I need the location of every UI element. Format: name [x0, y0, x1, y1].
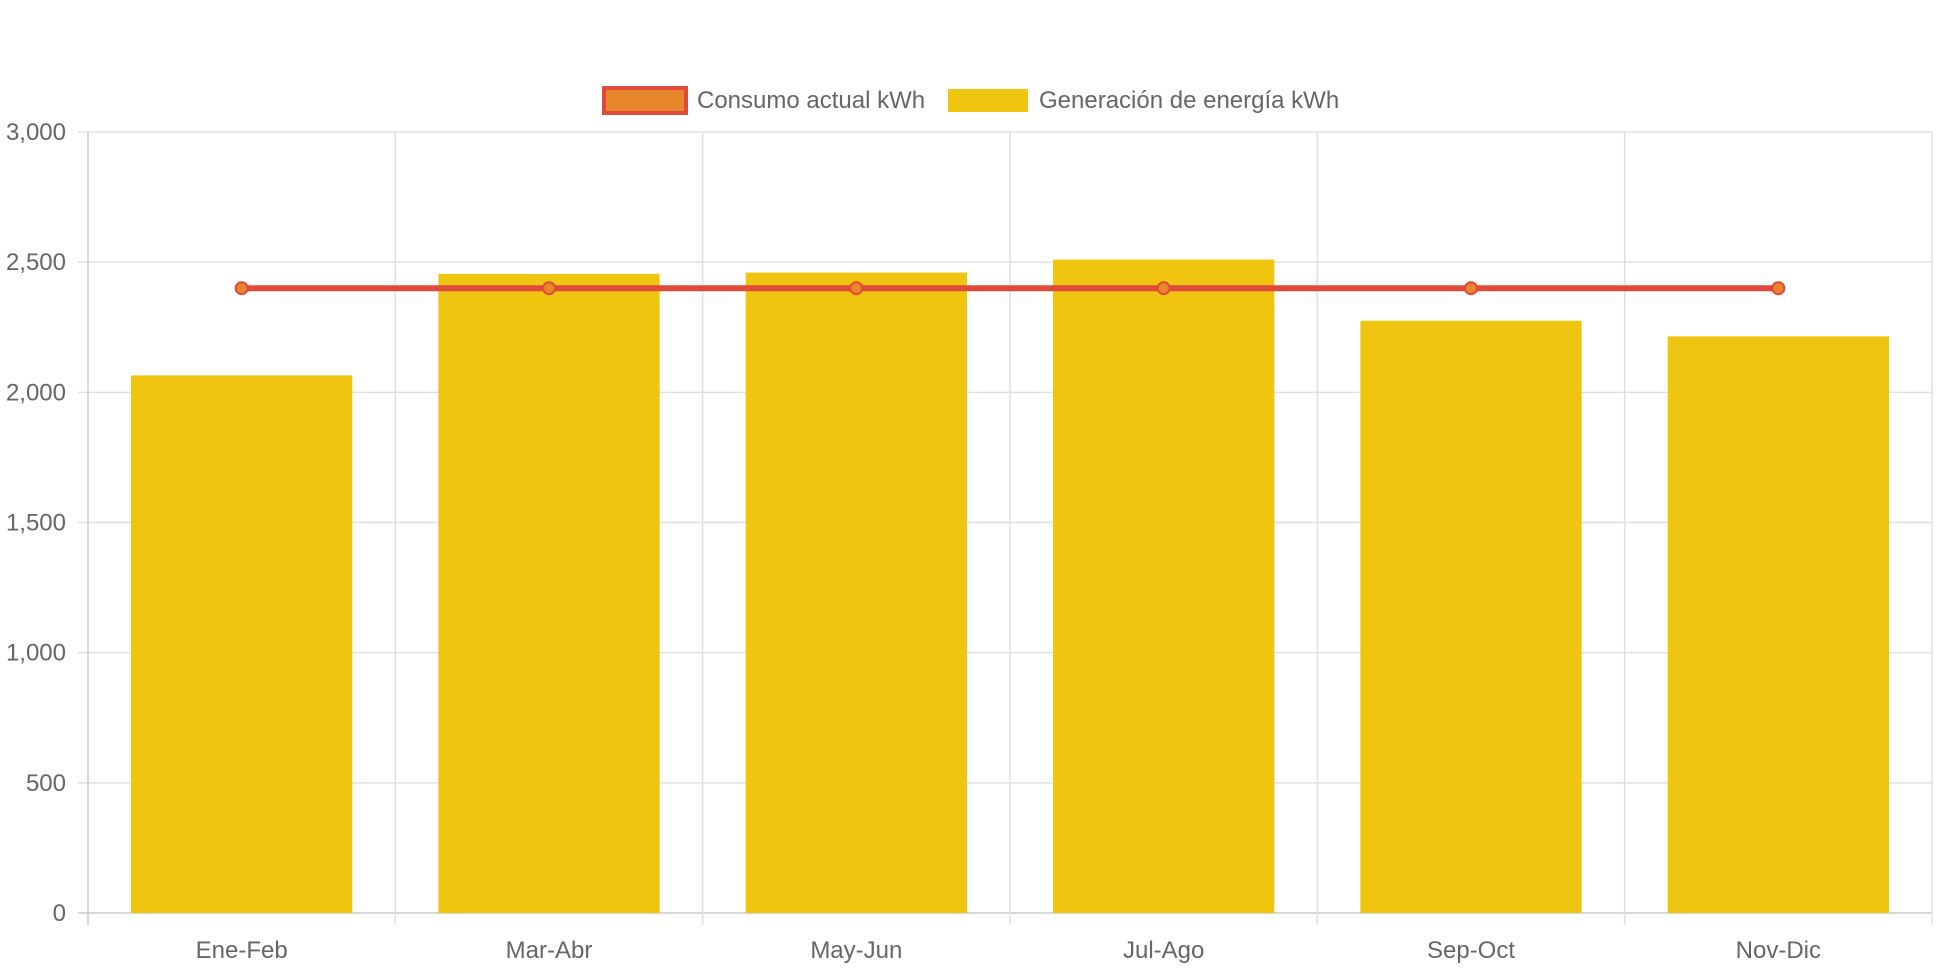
legend-swatch-consumo — [602, 86, 688, 115]
bar-generacion[interactable] — [131, 375, 353, 914]
x-tick-label: Mar-Abr — [506, 937, 593, 964]
y-tick-label: 1,500 — [6, 510, 66, 537]
y-tick-label: 500 — [26, 770, 66, 797]
legend-swatch-generacion — [948, 89, 1028, 112]
y-tick-label: 2,500 — [6, 249, 66, 276]
bar-generacion[interactable] — [745, 272, 967, 914]
y-tick-label: 2,000 — [6, 379, 66, 406]
line-series-consumo — [234, 281, 1786, 296]
legend-label-consumo: Consumo actual kWh — [697, 87, 925, 114]
legend[interactable]: Consumo actual kWh Generación de energía… — [602, 86, 1339, 115]
legend-label-generacion: Generación de energía kWh — [1039, 87, 1339, 114]
y-tick-label: 3,000 — [6, 119, 66, 146]
x-tick-label: Sep-Oct — [1427, 937, 1515, 964]
bar-generacion[interactable] — [1360, 320, 1582, 913]
legend-item-consumo[interactable]: Consumo actual kWh — [602, 86, 925, 115]
point-consumo[interactable] — [1464, 281, 1478, 296]
y-axis: 0 500 1,000 1,500 2,000 2,500 3,000 — [6, 119, 66, 927]
y-tick-label: 0 — [53, 900, 66, 927]
point-consumo[interactable] — [849, 281, 864, 296]
point-consumo[interactable] — [542, 281, 556, 296]
point-consumo[interactable] — [234, 281, 249, 296]
x-tick-label: Jul-Ago — [1123, 937, 1204, 964]
x-tick-label: Ene-Feb — [196, 937, 288, 964]
bar-generacion[interactable] — [438, 273, 660, 913]
x-tick-label: May-Jun — [810, 937, 902, 964]
point-consumo[interactable] — [1771, 281, 1786, 296]
y-tick-label: 1,000 — [6, 640, 66, 667]
bar-generacion[interactable] — [1667, 336, 1889, 913]
point-consumo[interactable] — [1156, 281, 1171, 296]
bar-generacion[interactable] — [1053, 259, 1275, 913]
legend-item-generacion[interactable]: Generación de energía kWh — [948, 87, 1339, 114]
grid — [78, 131, 1933, 925]
x-tick-label: Nov-Dic — [1736, 937, 1821, 964]
bar-series-generacion — [131, 259, 1889, 914]
x-axis: Ene-Feb Mar-Abr May-Jun Jul-Ago Sep-Oct Nov-D… — [196, 937, 1821, 964]
